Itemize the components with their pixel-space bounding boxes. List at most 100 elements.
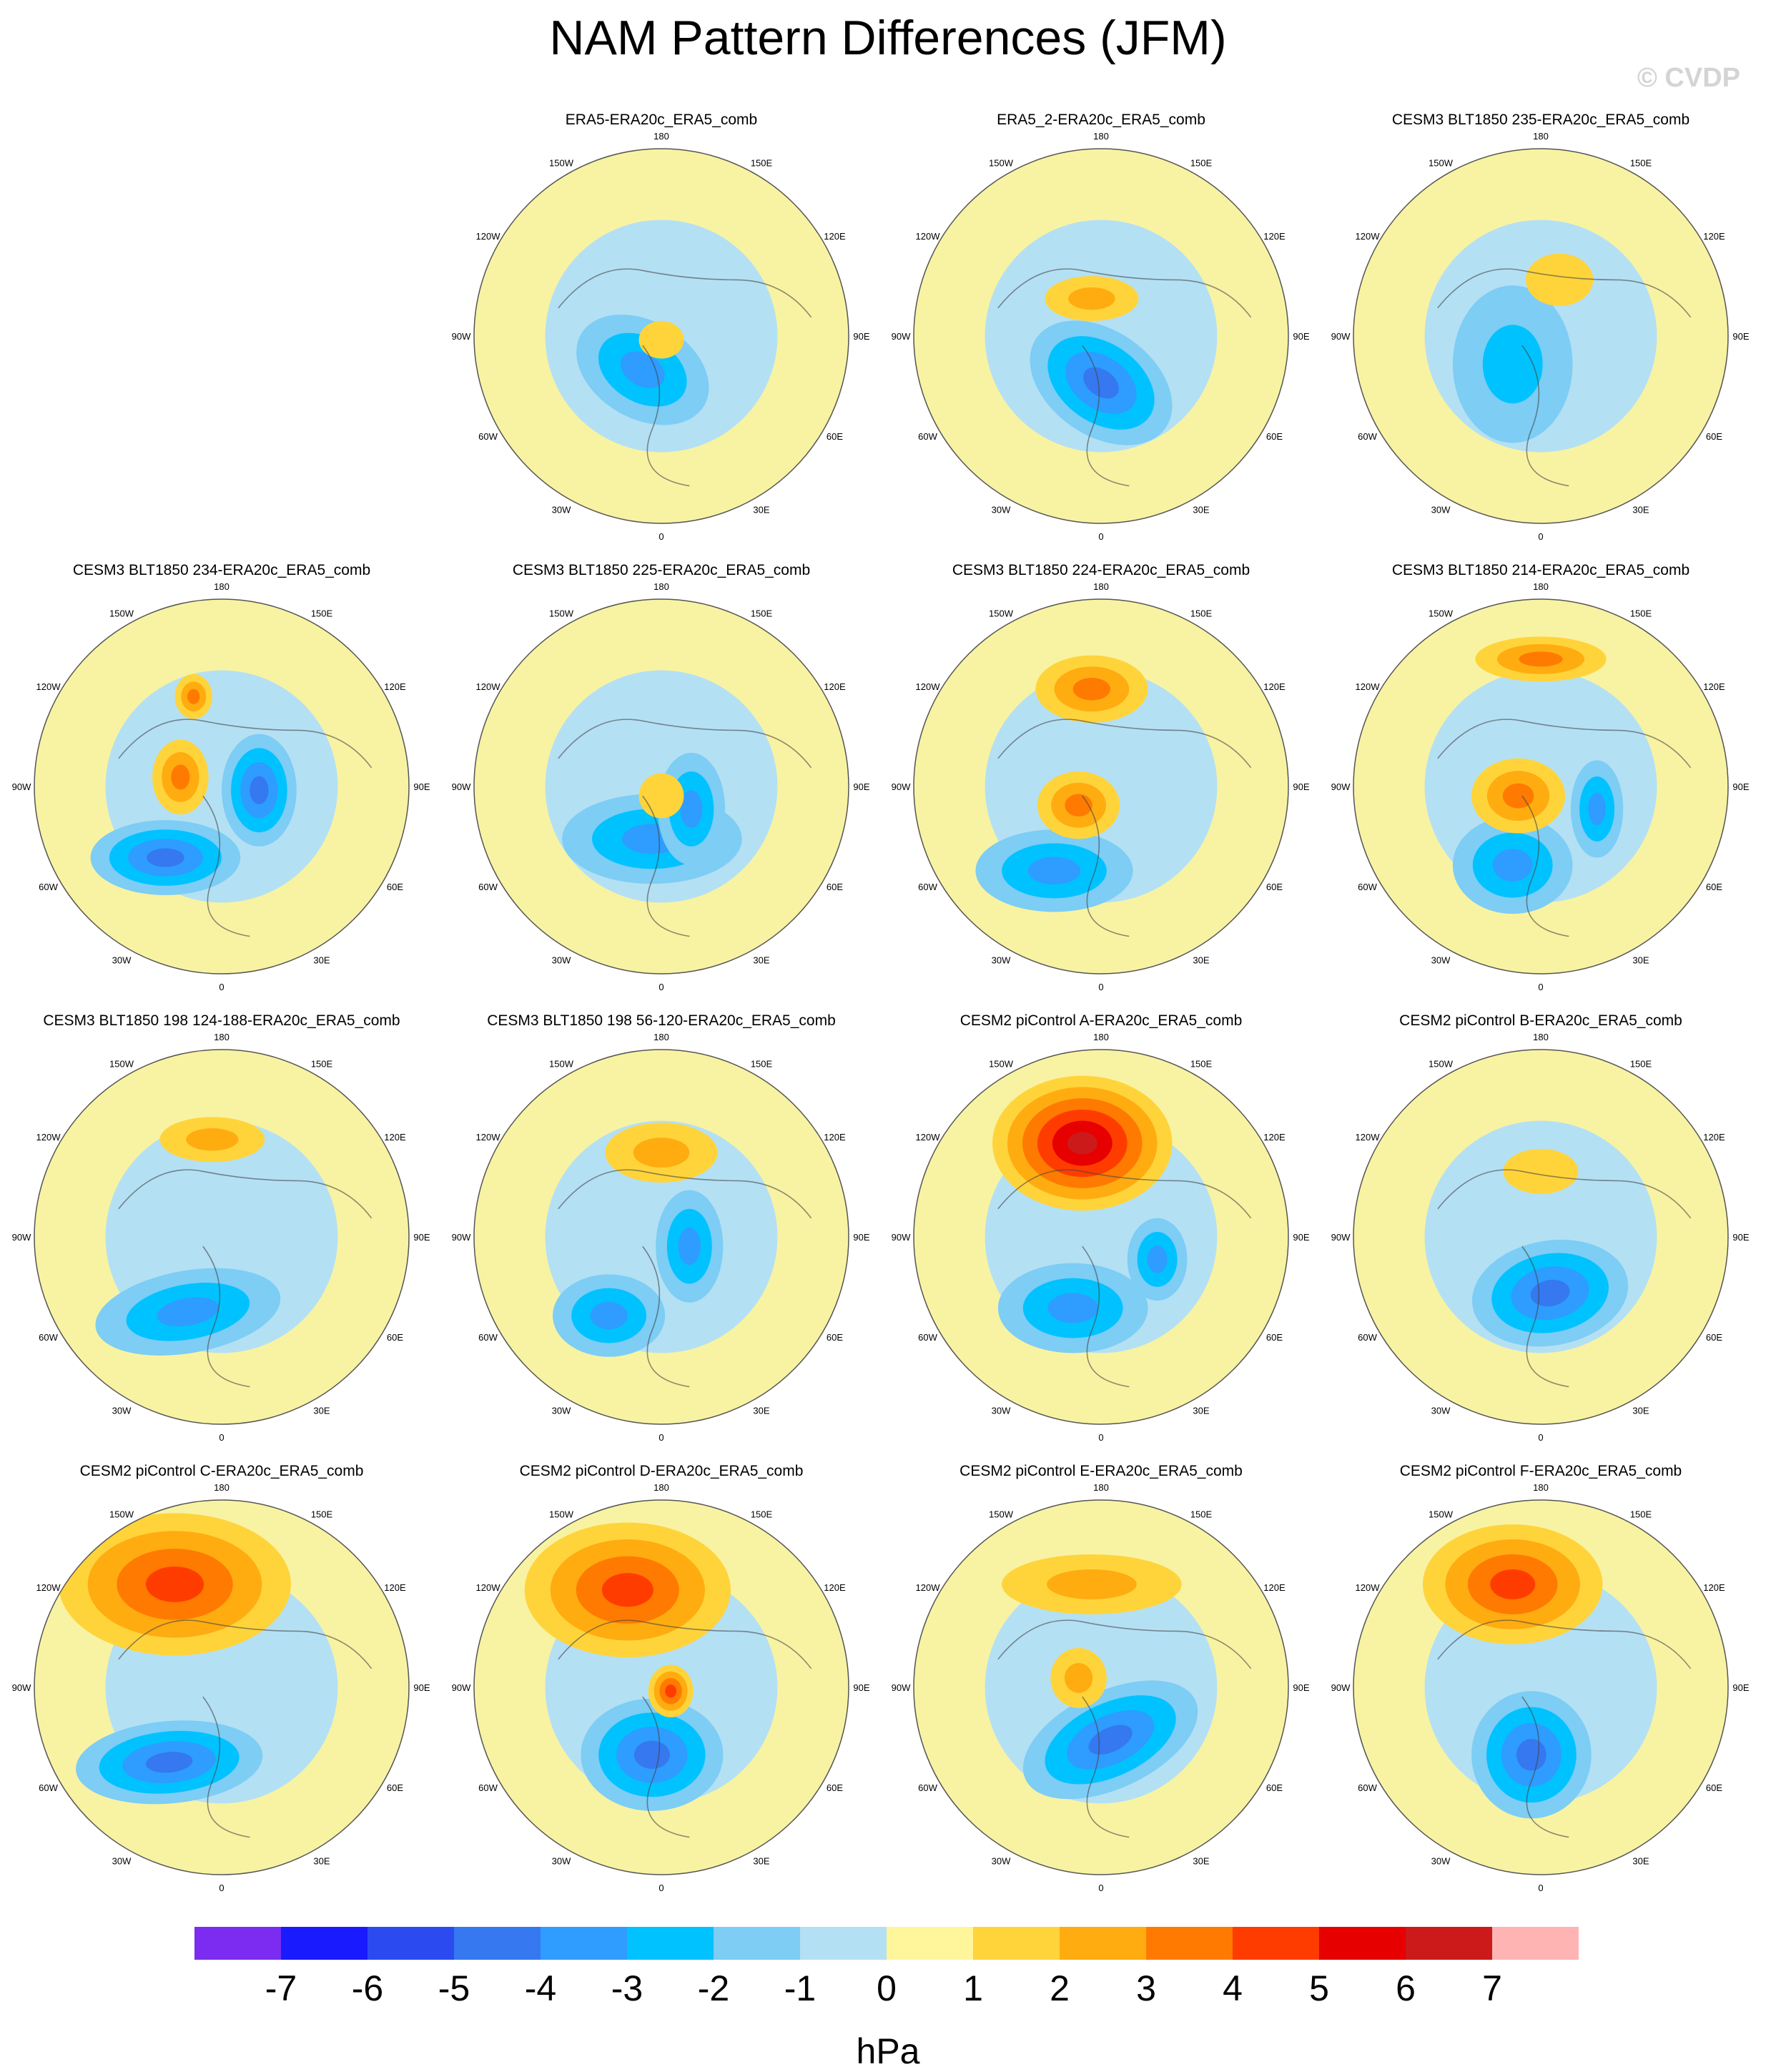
lon-label: 120W — [1356, 231, 1381, 242]
coastline — [1437, 719, 1692, 769]
lon-label: 150E — [1630, 1509, 1652, 1520]
lon-label: 30W — [992, 954, 1011, 965]
coastline — [202, 795, 250, 937]
colorbar-swatch — [194, 1927, 281, 1960]
map-outline — [1353, 148, 1729, 524]
lon-label: 150E — [1630, 1059, 1652, 1070]
negative-contour — [145, 1752, 193, 1773]
map-panel: 180 150E 120E 90E 60E 30E 0 30W 60W 90W 120W 150W — [452, 581, 870, 992]
positive-contour — [665, 1684, 676, 1698]
positive-ring — [1353, 149, 1728, 523]
positive-contour — [1502, 783, 1534, 809]
map-panel: 180 150E 120E 90E 60E 30E 0 30W 60W 90W 120W 150W — [892, 1032, 1310, 1443]
lon-label: 90W — [452, 781, 471, 792]
negative-contour — [157, 1297, 219, 1327]
colorbar-swatch — [800, 1927, 887, 1960]
coastline — [558, 719, 812, 769]
coastline — [1521, 795, 1569, 937]
lon-label: 180 — [214, 1032, 230, 1042]
panel-title: CESM2 piControl A-ERA20c_ERA5_comb — [959, 1012, 1243, 1029]
lon-label: 30W — [552, 504, 571, 515]
lon-label: 120W — [916, 681, 941, 692]
map-panel: 180 150E 120E 90E 60E 30E 0 30W 60W 90W 120W 150W — [892, 131, 1310, 542]
lon-label: 90E — [853, 1682, 869, 1693]
lon-label: 180 — [653, 1482, 669, 1493]
lon-label: 90E — [853, 331, 869, 342]
lon-label: 30E — [753, 1855, 769, 1866]
lon-label: 60E — [827, 1332, 843, 1343]
colorbar-tick-label: 1 — [963, 1968, 983, 2008]
colorbar-swatch — [367, 1927, 454, 1960]
lon-label: 90W — [1331, 781, 1351, 792]
lon-label: 0 — [219, 1883, 224, 1893]
lon-label: 60E — [387, 1782, 403, 1793]
positive-contour — [186, 1128, 239, 1151]
positive-contour — [1067, 1132, 1097, 1155]
lon-label: 150W — [989, 1509, 1014, 1520]
lon-label: 90W — [892, 331, 911, 342]
lon-label: 150W — [989, 158, 1014, 169]
map-outline — [473, 1049, 849, 1425]
lon-label: 30E — [1193, 1405, 1209, 1416]
colorbar-tick-label: -1 — [784, 1968, 817, 2008]
negative-contour — [1492, 849, 1533, 882]
lon-label: 90W — [12, 1232, 31, 1243]
coastline — [558, 1169, 812, 1219]
coastline — [642, 795, 690, 937]
colorbar-swatch — [281, 1927, 367, 1960]
lon-label: 60W — [918, 882, 937, 892]
positive-ring — [1353, 599, 1728, 974]
lon-label: 90W — [1331, 331, 1351, 342]
lon-label: 0 — [1098, 1883, 1103, 1893]
negative-contour — [1482, 325, 1543, 404]
lon-label: 120E — [1703, 1582, 1725, 1593]
panel-title: CESM2 piControl F-ERA20c_ERA5_comb — [1399, 1463, 1682, 1479]
lon-label: 120E — [1703, 231, 1725, 242]
lon-label: 150W — [1429, 608, 1454, 619]
positive-ring — [474, 599, 849, 974]
lon-label: 150W — [549, 608, 574, 619]
panel-title: CESM2 piControl B-ERA20c_ERA5_comb — [1399, 1012, 1682, 1029]
colorbar-swatch — [887, 1927, 973, 1960]
lon-label: 180 — [1533, 131, 1549, 142]
lon-label: 120W — [36, 681, 61, 692]
negative-contour — [620, 351, 665, 388]
lon-label: 60E — [1706, 431, 1722, 442]
lon-label: 90W — [892, 781, 911, 792]
lon-label: 90E — [413, 1682, 430, 1693]
coastline — [202, 1245, 250, 1388]
lon-label: 60E — [827, 431, 843, 442]
lon-label: 120W — [916, 231, 941, 242]
colorbar-tick-label: 5 — [1309, 1968, 1329, 2008]
lon-label: 120E — [1263, 1132, 1286, 1143]
lon-label: 30E — [1193, 1855, 1209, 1866]
negative-contour — [1147, 1245, 1168, 1273]
lon-label: 30E — [313, 1405, 330, 1416]
panel-title: ERA5_2-ERA20c_ERA5_comb — [997, 112, 1205, 128]
lon-label: 0 — [1538, 531, 1543, 542]
lon-label: 90W — [12, 781, 31, 792]
coastline — [642, 345, 690, 487]
map-outline — [473, 1499, 849, 1875]
lon-label: 90W — [1331, 1682, 1351, 1693]
coastline — [1082, 1696, 1130, 1838]
positive-contour — [1526, 253, 1594, 307]
negative-contour — [1516, 1739, 1546, 1771]
lon-label: 60W — [478, 431, 498, 442]
lon-label: 0 — [1538, 1883, 1543, 1893]
lon-label: 120W — [476, 1582, 501, 1593]
lon-label: 120W — [476, 681, 501, 692]
lon-label: 150E — [1630, 158, 1652, 169]
colorbar-swatch — [454, 1927, 541, 1960]
lon-label: 120W — [1356, 1582, 1381, 1593]
positive-contour — [601, 1573, 653, 1607]
lon-label: 180 — [653, 131, 669, 142]
lon-label: 90W — [452, 1232, 471, 1243]
coastline — [1082, 1245, 1130, 1388]
positive-contour — [1047, 1569, 1137, 1599]
coastline — [1521, 1245, 1569, 1388]
coastline — [642, 1696, 690, 1838]
lon-label: 150E — [751, 1509, 773, 1520]
map-outline — [34, 1049, 410, 1425]
lon-label: 150W — [989, 1059, 1014, 1070]
